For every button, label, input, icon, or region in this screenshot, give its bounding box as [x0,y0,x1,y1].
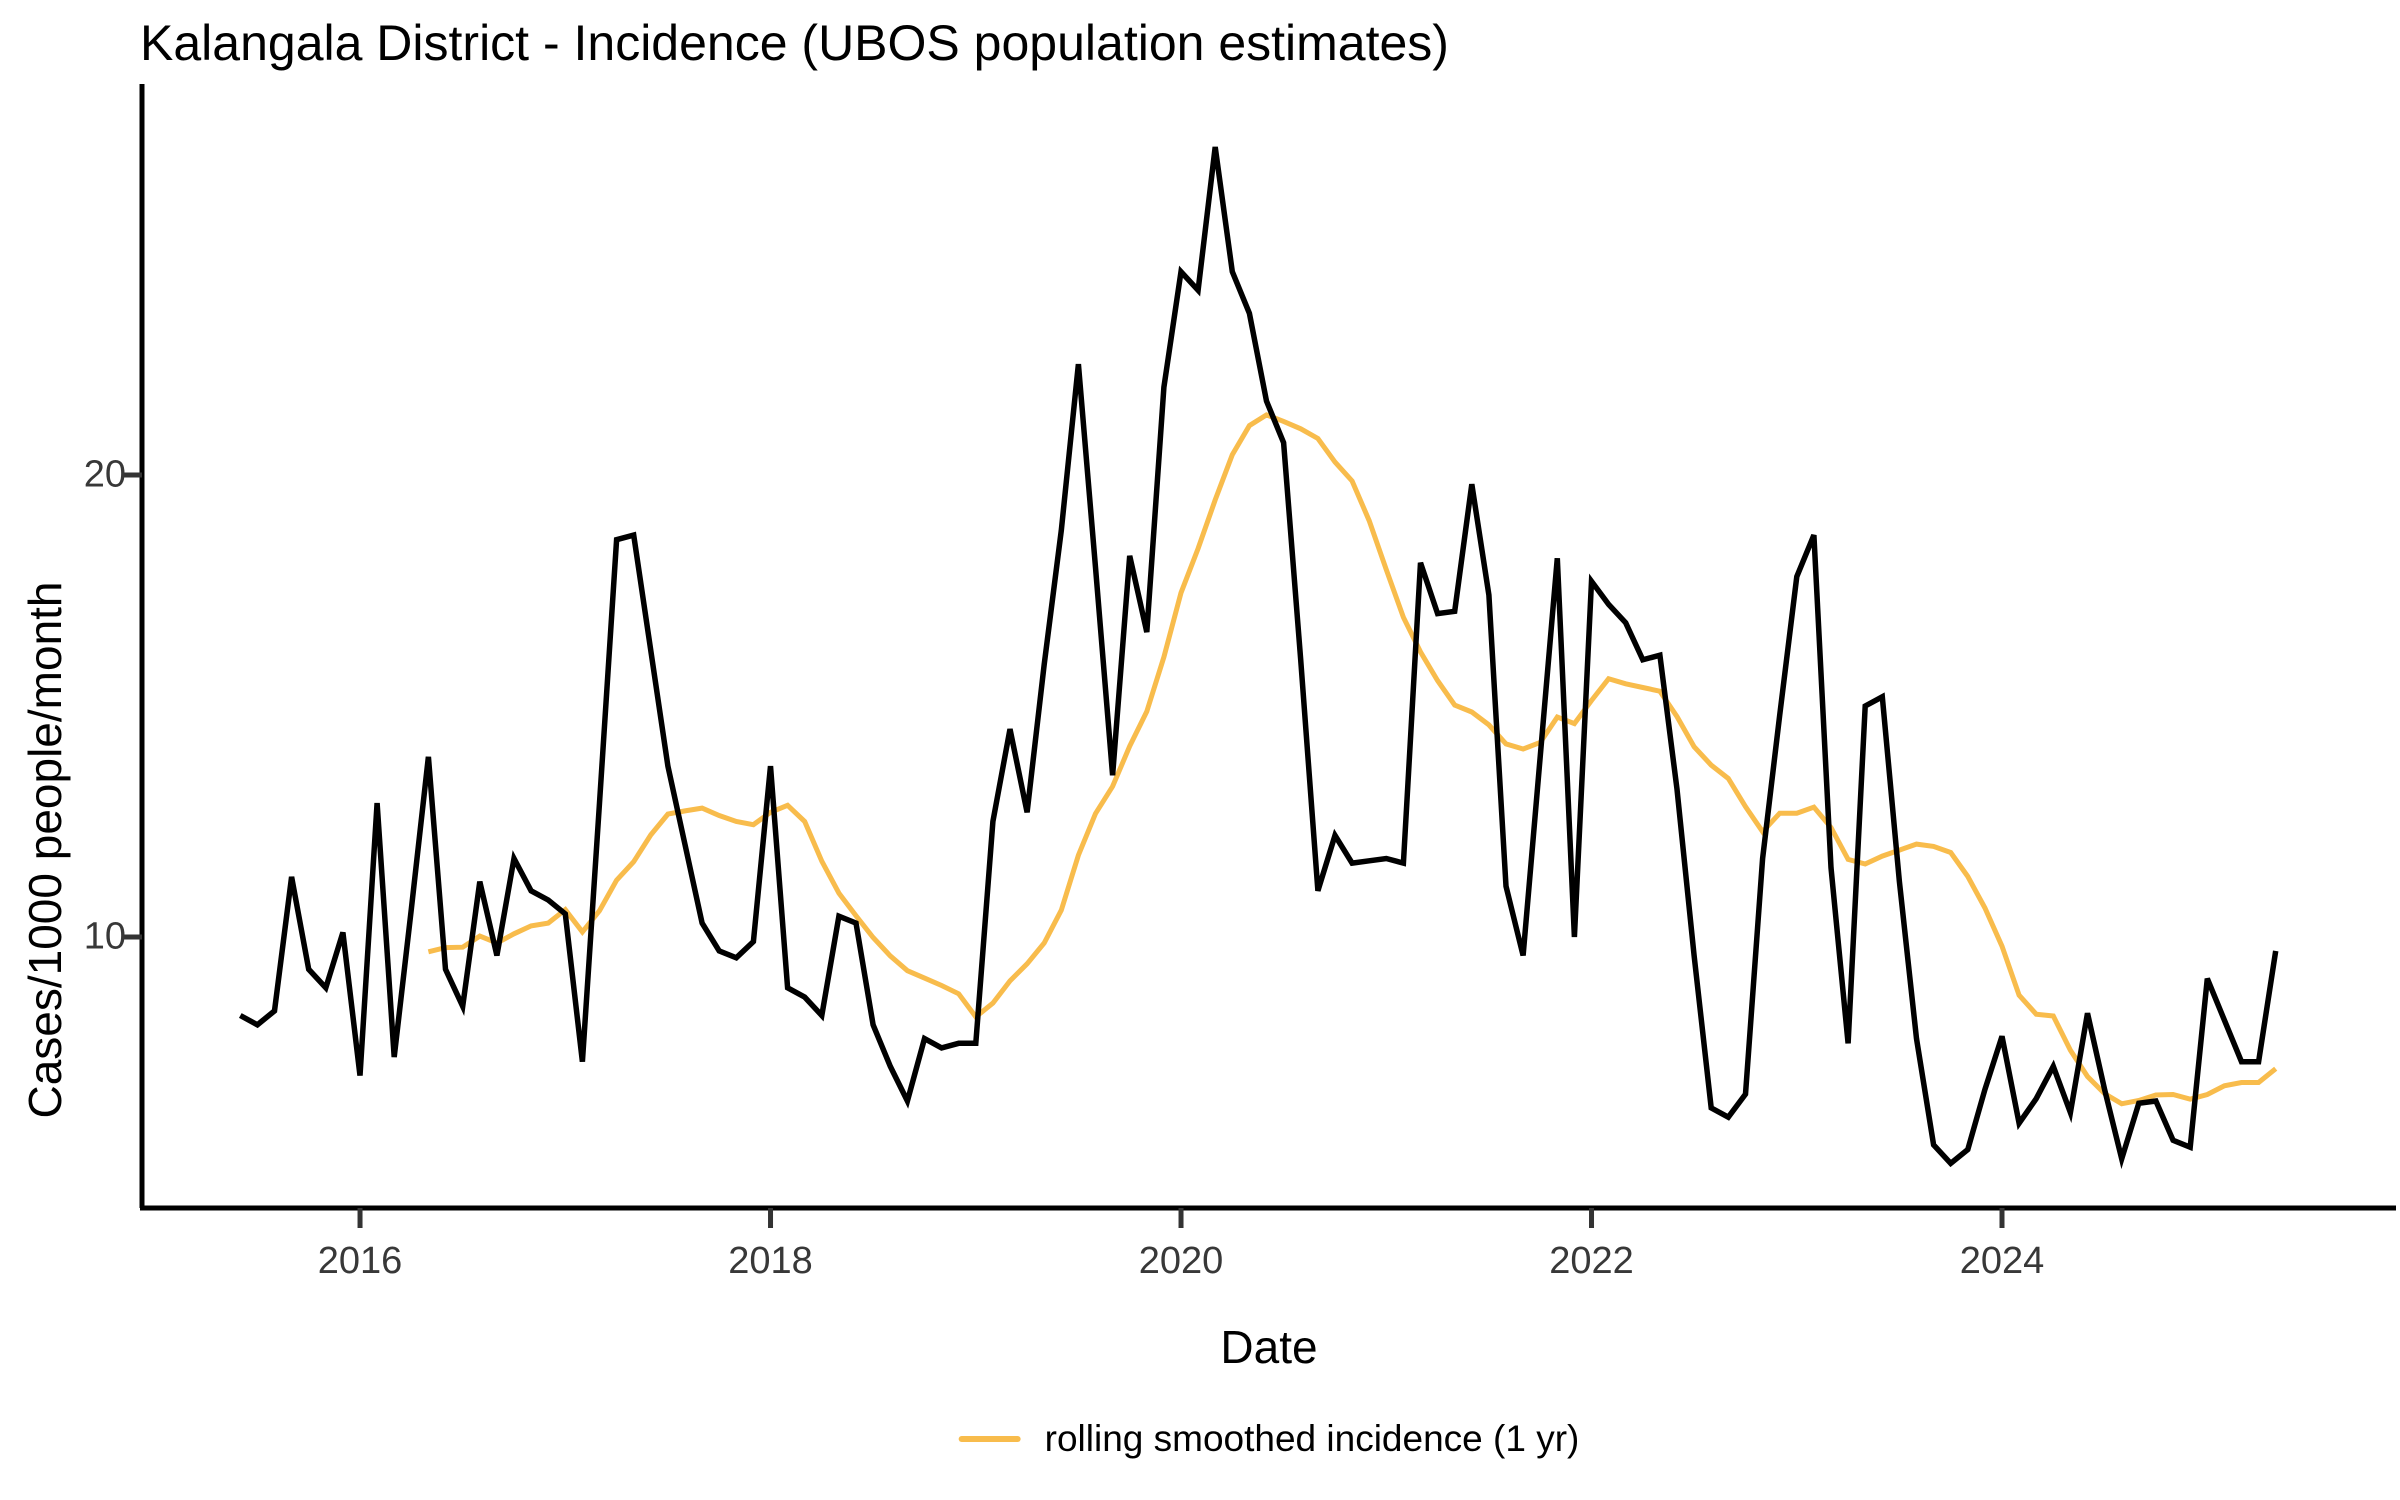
legend-label: rolling smoothed incidence (1 yr) [1044,1418,1580,1459]
x-tick-label: 2022 [1549,1240,1634,1282]
x-tick-label: 2020 [1138,1240,1224,1282]
y-axis-title: Cases/1000 people/month [19,581,71,1119]
chart-title: Kalangala District - Incidence (UBOS pop… [140,15,1449,71]
x-tick-label: 2024 [1959,1240,2045,1282]
y-tick-label: 20 [83,453,126,496]
smoothed-incidence-line [427,412,2278,1107]
x-axis-title: Date [1220,1321,1318,1373]
legend-line-swatch [958,1436,1021,1442]
y-tick-label: 10 [83,915,126,958]
x-tick-label: 2016 [317,1240,403,1282]
raw-incidence-line [238,146,2279,1170]
x-tick-label: 2018 [728,1240,813,1282]
legend: rolling smoothed incidence (1 yr) [958,1418,1580,1460]
